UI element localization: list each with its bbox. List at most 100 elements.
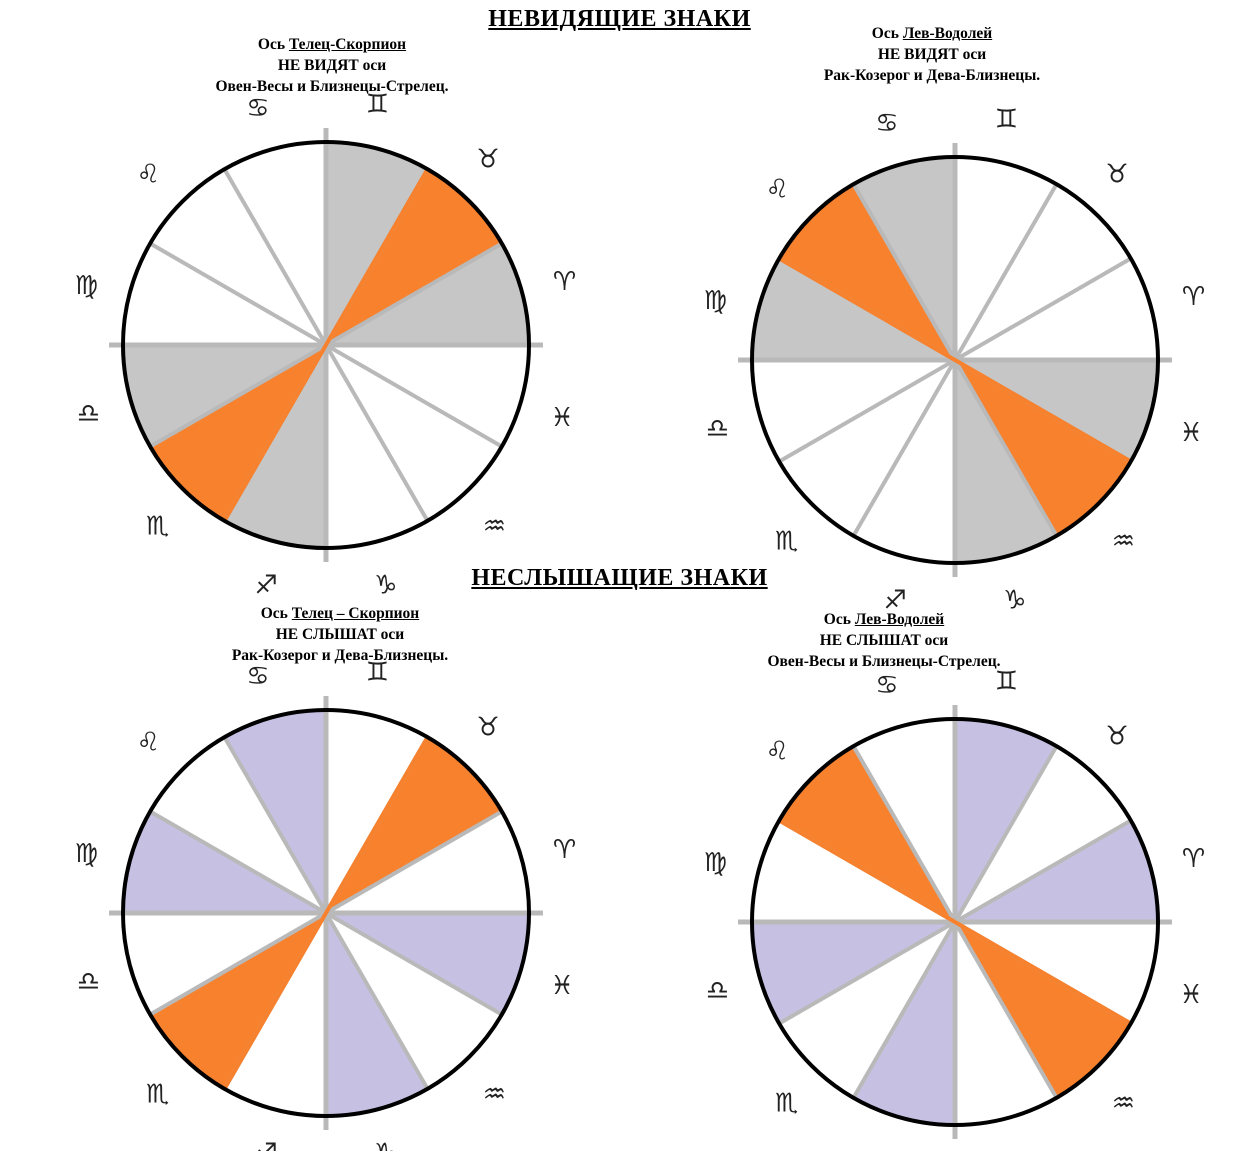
taurus-glyph-icon: ♉ [1105, 722, 1128, 752]
section-title-neslyshashchie: НЕСЛЫШАЩИЕ ЗНАКИ [471, 565, 768, 591]
caption-line-2: НЕ СЛЫШАТ оси [819, 632, 949, 649]
virgo-glyph-icon: ♍ [704, 286, 727, 316]
axis-name: Лев-Водолей [854, 611, 945, 628]
sector-scorpio-emphasis [150, 345, 326, 521]
aries-glyph-icon: ♈ [553, 267, 576, 297]
gemini-glyph-icon: ♊ [995, 666, 1018, 696]
emphasis-axis-line [222, 168, 430, 522]
capricorn-glyph-icon: ♑ [1003, 586, 1026, 616]
sector-taurus-emphasis [326, 169, 502, 345]
scorpio-glyph-icon: ♏ [775, 1089, 798, 1119]
caption-line-3: Рак-Козерог и Дева-Близнецы. [823, 67, 1041, 84]
caption-wheel-4: Ось Лев-Водолей НЕ СЛЫШАТ оси Овен-Весы … [704, 609, 1064, 672]
virgo-glyph-icon: ♍ [75, 271, 98, 301]
sector-aquarius-emphasis [955, 360, 1131, 536]
caption-line-1: Ось Лев-Водолей [871, 25, 993, 42]
aries-glyph-icon: ♈ [1182, 844, 1205, 874]
leo-glyph-icon: ♌ [137, 727, 160, 757]
sector-aries-shaded [326, 243, 529, 345]
axis-name: Телец-Скорпион [288, 36, 407, 53]
capricorn-glyph-icon: ♑ [374, 571, 397, 601]
capricorn-glyph-icon: ♑ [374, 1139, 397, 1151]
aquarius-glyph-icon: ♒ [1112, 527, 1135, 557]
libra-glyph-icon: ♎ [77, 399, 100, 429]
caption-line-1: Ось Лев-Водолей [823, 611, 945, 628]
taurus-glyph-icon: ♉ [476, 145, 499, 175]
aquarius-glyph-icon: ♒ [483, 1080, 506, 1110]
sector-gemini-shaded [955, 719, 1057, 922]
cancer-glyph-icon: ♋ [246, 94, 269, 124]
taurus-glyph-icon: ♉ [476, 713, 499, 743]
gemini-glyph-icon: ♊ [366, 89, 389, 119]
axis-name: Телец – Скорпион [291, 605, 420, 622]
pisces-glyph-icon: ♓ [551, 403, 574, 433]
axis-name: Лев-Водолей [902, 25, 993, 42]
aries-glyph-icon: ♈ [553, 835, 576, 865]
sector-scorpio-emphasis [150, 913, 326, 1089]
capricorn-glyph-icon: ♑ [1003, 1148, 1026, 1151]
sector-capricorn-shaded [955, 360, 1057, 563]
caption-wheel-1: Ось Телец-Скорпион НЕ ВИДЯТ оси Овен-Вес… [152, 34, 512, 97]
gemini-glyph-icon: ♊ [995, 104, 1018, 134]
taurus-glyph-icon: ♉ [1105, 160, 1128, 190]
wheel-outer-ring [121, 708, 531, 1118]
wheel-outer-ring [121, 140, 531, 550]
sector-cancer-shaded [224, 709, 326, 913]
sagittarius-glyph-icon: ♐ [884, 586, 907, 616]
sector-leo-emphasis [779, 746, 955, 922]
sagittarius-glyph-icon: ♐ [255, 1139, 278, 1151]
caption-line-3: Овен-Весы и Близнецы-Стрелец. [767, 653, 1001, 670]
aquarius-glyph-icon: ♒ [1112, 1089, 1135, 1119]
section-title-nevidyashchie: НЕВИДЯЩИЕ ЗНАКИ [488, 6, 751, 32]
sector-taurus-emphasis [326, 737, 502, 913]
sagittarius-glyph-icon: ♐ [255, 571, 278, 601]
caption-line-2: НЕ ВИДЯТ оси [877, 46, 987, 63]
sector-sagittarius-shaded [224, 345, 326, 548]
libra-glyph-icon: ♎ [706, 976, 729, 1006]
sagittarius-glyph-icon: ♐ [884, 1148, 907, 1151]
sector-capricorn-shaded [326, 913, 428, 1116]
libra-glyph-icon: ♎ [706, 414, 729, 444]
caption-line-2: НЕ СЛЫШАТ оси [275, 626, 405, 643]
sector-virgo-shaded [752, 258, 955, 360]
sector-sagittarius-shaded [853, 922, 955, 1125]
caption-wheel-3: Ось Телец – Скорпион НЕ СЛЫШАТ оси Рак-К… [160, 603, 520, 666]
sector-virgo-shaded [123, 811, 326, 913]
sector-pisces-shaded [955, 360, 1158, 462]
gemini-glyph-icon: ♊ [366, 657, 389, 687]
emphasis-axis-line [778, 818, 1132, 1026]
emphasis-axis-line [222, 736, 430, 1090]
aquarius-glyph-icon: ♒ [483, 512, 506, 542]
caption-line-1: Ось Телец – Скорпион [260, 605, 420, 622]
caption-line-2: НЕ ВИДЯТ оси [277, 57, 387, 74]
caption-line-3: Овен-Весы и Близнецы-Стрелец. [215, 78, 449, 95]
leo-glyph-icon: ♌ [766, 174, 789, 204]
virgo-glyph-icon: ♍ [75, 839, 98, 869]
scorpio-glyph-icon: ♏ [146, 512, 169, 542]
virgo-glyph-icon: ♍ [704, 848, 727, 878]
scorpio-glyph-icon: ♏ [146, 1080, 169, 1110]
pisces-glyph-icon: ♓ [1180, 418, 1203, 448]
aries-glyph-icon: ♈ [1182, 282, 1205, 312]
sector-leo-emphasis [779, 184, 955, 360]
sector-gemini-shaded [326, 142, 428, 345]
caption-wheel-2: Ось Лев-Водолей НЕ ВИДЯТ оси Рак-Козерог… [752, 23, 1112, 86]
sector-aquarius-emphasis [955, 922, 1131, 1098]
leo-glyph-icon: ♌ [137, 159, 160, 189]
emphasis-axis-line [778, 256, 1132, 464]
leo-glyph-icon: ♌ [766, 736, 789, 766]
sector-libra-shaded [752, 922, 955, 1024]
caption-line-1: Ось Телец-Скорпион [257, 36, 407, 53]
wheel-outer-ring [750, 155, 1160, 565]
sector-aries-shaded [955, 820, 1158, 922]
cancer-glyph-icon: ♋ [875, 109, 898, 139]
caption-line-3: Рак-Козерог и Дева-Близнецы. [231, 647, 449, 664]
wheel-outer-ring [750, 717, 1160, 1127]
sector-pisces-shaded [326, 913, 529, 1015]
sector-cancer-shaded [853, 157, 955, 360]
cancer-glyph-icon: ♋ [246, 662, 269, 692]
